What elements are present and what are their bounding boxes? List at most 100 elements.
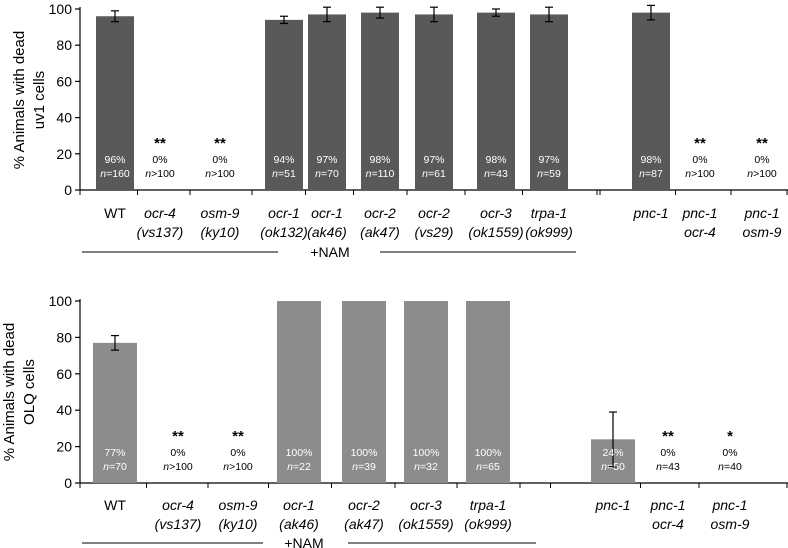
category-label: ocr-3 bbox=[480, 205, 512, 221]
data-label-n: n=22 bbox=[287, 461, 311, 473]
data-label-n: n=70 bbox=[315, 168, 339, 180]
significance-mark: ** bbox=[662, 428, 674, 445]
data-label-percent: 24% bbox=[602, 447, 623, 459]
category-label: pnc-1 bbox=[681, 205, 717, 221]
category-label: (ak47) bbox=[344, 516, 384, 532]
data-label-percent: 0% bbox=[152, 154, 167, 166]
chart-panel-a: 0 20 40 60 80 100 % Animals with dead uv1 cells… bbox=[11, 1, 788, 260]
category-label: ocr-4 bbox=[162, 497, 194, 513]
data-label-percent: 0% bbox=[230, 447, 245, 459]
data-label-n: n=50 bbox=[601, 461, 625, 473]
y-tick-label: 80 bbox=[56, 329, 72, 345]
y-axis-label: OLQ cells bbox=[21, 359, 38, 425]
category-label: (ok999) bbox=[525, 224, 572, 240]
data-label-n: n=51 bbox=[272, 168, 296, 180]
y-tick-label: 60 bbox=[56, 73, 72, 89]
data-label-n: n=70 bbox=[103, 461, 127, 473]
category-label: (ok999) bbox=[464, 516, 511, 532]
data-label-n: n=110 bbox=[366, 168, 395, 180]
category-label: ocr-1 bbox=[283, 497, 315, 513]
category-label: osm-9 bbox=[743, 224, 782, 240]
y-axis-label: % Animals with dead bbox=[1, 323, 18, 461]
data-label-percent: 98% bbox=[640, 154, 661, 166]
data-label-percent: 97% bbox=[538, 154, 559, 166]
data-label-n: n=65 bbox=[476, 461, 500, 473]
bar bbox=[265, 19, 303, 190]
data-label-percent: 100% bbox=[351, 447, 378, 459]
data-label-n: n>100 bbox=[163, 461, 193, 473]
y-tick-label: 0 bbox=[64, 475, 72, 491]
category-label: pnc-1 bbox=[632, 205, 668, 221]
y-tick-label: 0 bbox=[64, 182, 72, 198]
data-label-n: n>100 bbox=[205, 168, 235, 180]
bar bbox=[96, 16, 134, 190]
category-label: (vs137) bbox=[155, 516, 202, 532]
data-label-n: n=61 bbox=[422, 168, 446, 180]
category-label: WT bbox=[104, 497, 126, 513]
bar bbox=[466, 301, 510, 483]
category-label: (vs137) bbox=[137, 224, 184, 240]
data-label-n: n=43 bbox=[484, 168, 508, 180]
data-label-n: n=160 bbox=[100, 168, 130, 180]
data-label-n: n>100 bbox=[685, 168, 715, 180]
category-label: (ak47) bbox=[360, 224, 400, 240]
y-tick-label: 60 bbox=[56, 366, 72, 382]
bar bbox=[308, 14, 346, 191]
category-label: osm-9 bbox=[201, 205, 240, 221]
category-label: ocr-3 bbox=[410, 497, 442, 513]
significance-mark: * bbox=[727, 428, 733, 445]
y-tick-label: 100 bbox=[49, 293, 73, 309]
category-label: (ky10) bbox=[219, 516, 258, 532]
category-label: osm-9 bbox=[219, 497, 258, 513]
category-label: ocr-4 bbox=[684, 224, 716, 240]
data-label-percent: 94% bbox=[273, 154, 294, 166]
data-label-percent: 0% bbox=[692, 154, 707, 166]
category-label: pnc-1 bbox=[711, 497, 747, 513]
category-label: pnc-1 bbox=[649, 497, 685, 513]
data-label-percent: 97% bbox=[423, 154, 444, 166]
category-label: (ak46) bbox=[307, 224, 347, 240]
bar bbox=[342, 301, 386, 483]
data-label-percent: 100% bbox=[475, 447, 502, 459]
data-label-n: n=43 bbox=[656, 461, 680, 473]
y-tick-label: 20 bbox=[56, 146, 72, 162]
data-label-n: n=87 bbox=[639, 168, 663, 180]
y-tick-label: 40 bbox=[56, 110, 72, 126]
data-label-n: n>100 bbox=[223, 461, 253, 473]
category-label: trpa-1 bbox=[470, 497, 507, 513]
data-label-percent: 0% bbox=[754, 154, 769, 166]
category-label: trpa-1 bbox=[531, 205, 568, 221]
category-label: pnc-1 bbox=[743, 205, 779, 221]
bar bbox=[477, 12, 515, 191]
y-tick-label: 40 bbox=[56, 402, 72, 418]
category-label: ocr-1 bbox=[268, 205, 300, 221]
bar bbox=[361, 12, 399, 191]
data-label-percent: 98% bbox=[485, 154, 506, 166]
category-label: (ok1559) bbox=[468, 224, 523, 240]
category-label: (ky10) bbox=[201, 224, 240, 240]
category-label: pnc-1 bbox=[594, 497, 630, 513]
category-label: (ok132) bbox=[260, 224, 307, 240]
category-label: (vs29) bbox=[415, 224, 454, 240]
nam-label: +NAM bbox=[284, 535, 323, 548]
data-label-percent: 0% bbox=[212, 154, 227, 166]
bar bbox=[93, 342, 137, 483]
y-tick-label: 80 bbox=[56, 37, 72, 53]
chart-panel-b: 0 20 40 60 80 100 % Animals with dead OLQ cells… bbox=[1, 293, 788, 548]
data-label-percent: 0% bbox=[660, 447, 675, 459]
category-label: (ak46) bbox=[279, 516, 319, 532]
data-label-percent: 0% bbox=[722, 447, 737, 459]
data-label-percent: 100% bbox=[413, 447, 440, 459]
y-tick-label: 20 bbox=[56, 439, 72, 455]
category-label: WT bbox=[104, 205, 126, 221]
y-axis-label: % Animals with dead bbox=[11, 31, 28, 169]
category-label: (ok1559) bbox=[398, 516, 453, 532]
significance-mark: ** bbox=[232, 428, 244, 445]
significance-mark: ** bbox=[694, 135, 706, 152]
category-label: ocr-4 bbox=[144, 205, 176, 221]
data-label-percent: 97% bbox=[316, 154, 337, 166]
data-label-percent: 100% bbox=[286, 447, 313, 459]
data-label-n: n=40 bbox=[718, 461, 742, 473]
data-label-percent: 98% bbox=[369, 154, 390, 166]
significance-mark: ** bbox=[756, 135, 768, 152]
